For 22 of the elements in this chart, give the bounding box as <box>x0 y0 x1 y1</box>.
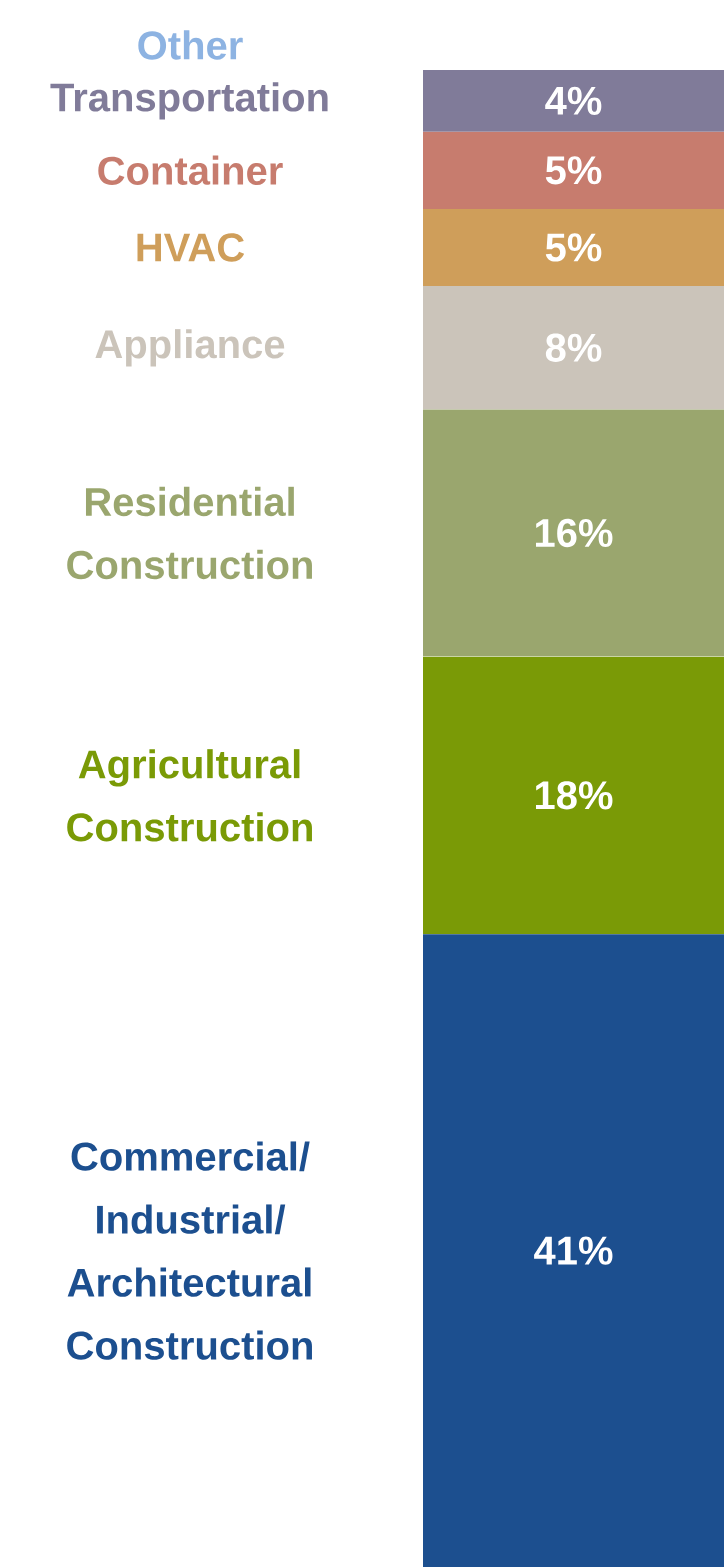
bar <box>423 208 724 287</box>
data-label: 5% <box>545 156 602 185</box>
text: Container <box>98 155 283 185</box>
data-label: 16% <box>536 518 613 548</box>
data-label: 8% <box>545 333 602 362</box>
text: Agricultural Construction <box>67 749 312 842</box>
legend-label: Other <box>138 30 243 60</box>
bar <box>423 934 724 1567</box>
bar <box>423 70 724 132</box>
text: Transportation <box>50 82 328 120</box>
data-label: 4% <box>545 86 602 115</box>
bar <box>423 286 724 410</box>
data-label: 18% <box>536 781 613 810</box>
text: Appliance <box>95 329 285 367</box>
bar <box>423 656 724 935</box>
data-label: 41% <box>534 1236 613 1265</box>
text: HVAC <box>137 233 245 262</box>
text: Residential Construction <box>67 486 312 580</box>
bar <box>423 409 724 657</box>
data-label: 5% <box>545 233 602 262</box>
bar <box>423 131 724 209</box>
text: Commercial/ Industrial/ Architectural Construction <box>67 1141 312 1360</box>
